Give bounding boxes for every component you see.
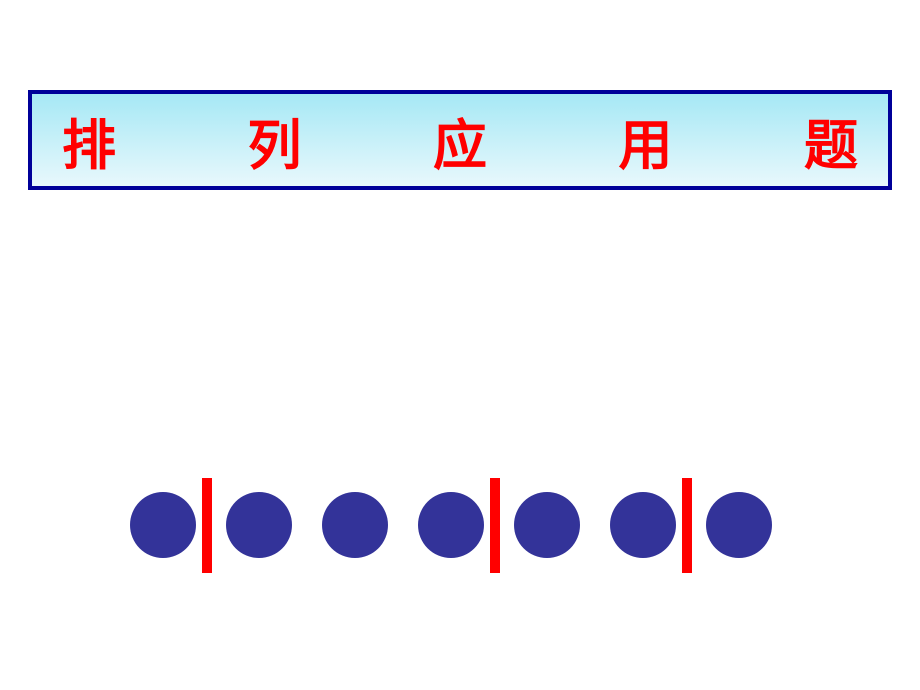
title-char-3: 应 <box>433 101 487 180</box>
circle-marker <box>226 492 292 558</box>
title-char-5: 题 <box>804 101 858 180</box>
title-char-4: 用 <box>619 101 673 180</box>
divider-bar <box>682 478 692 573</box>
title-char-1: 排 <box>62 101 116 180</box>
circle-marker <box>322 492 388 558</box>
circle-marker <box>610 492 676 558</box>
divider-bar <box>202 478 212 573</box>
circle-marker <box>514 492 580 558</box>
circle-marker <box>130 492 196 558</box>
title-banner: 排 列 应 用 题 <box>28 90 892 190</box>
circle-marker <box>418 492 484 558</box>
title-char-2: 列 <box>248 101 302 180</box>
divider-bar <box>490 478 500 573</box>
arrangement-diagram <box>130 475 820 575</box>
circle-marker <box>706 492 772 558</box>
